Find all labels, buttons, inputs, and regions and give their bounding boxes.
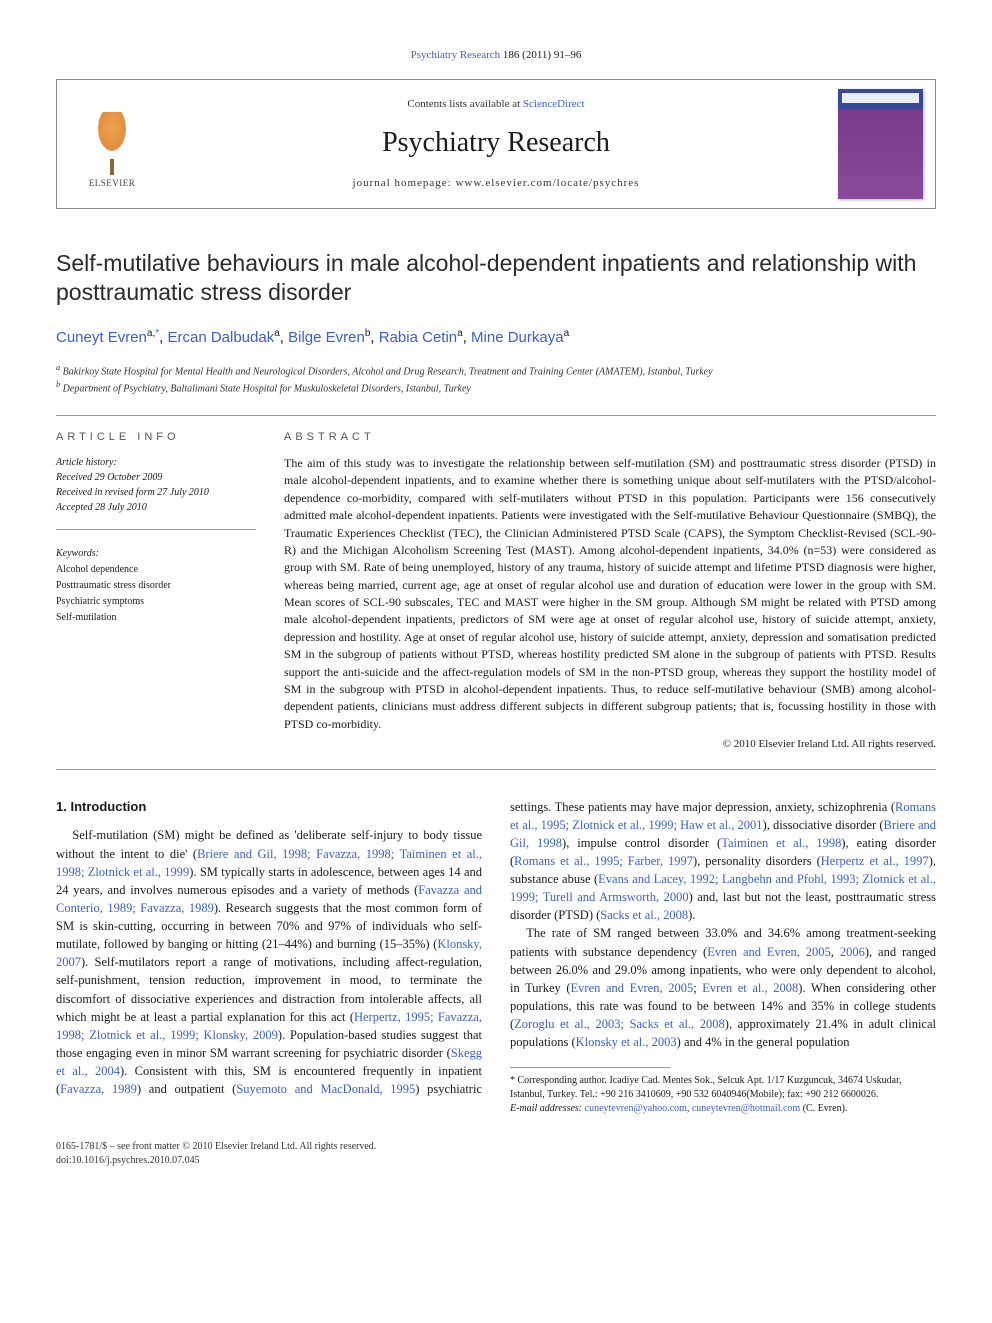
header-center: Contents lists available at ScienceDirec…	[167, 80, 825, 208]
contents-prefix: Contents lists available at	[407, 98, 522, 110]
journal-title: Psychiatry Research	[382, 123, 610, 162]
article-info-heading: ARTICLE INFO	[56, 430, 256, 445]
top-citation-journal-link[interactable]: Psychiatry Research	[411, 49, 501, 61]
affiliation-line: a Bakirkoy State Hospital for Mental Hea…	[56, 362, 936, 379]
section-heading-intro: 1. Introduction	[56, 798, 482, 817]
journal-homepage-line: journal homepage: www.elsevier.com/locat…	[353, 176, 640, 191]
top-citation: Psychiatry Research 186 (2011) 91–96	[56, 48, 936, 63]
citation-link[interactable]: Evren and Evren, 2005	[707, 945, 831, 959]
body-paragraph: The rate of SM ranged between 33.0% and …	[510, 924, 936, 1051]
author-link[interactable]: Bilge Evren	[288, 329, 365, 346]
citation-link[interactable]: Sacks et al., 2008	[600, 908, 688, 922]
keywords-block: Keywords: Alcohol dependence Posttraumat…	[56, 546, 256, 626]
publisher-name: ELSEVIER	[89, 177, 136, 190]
contents-list-line: Contents lists available at ScienceDirec…	[407, 97, 584, 112]
elsevier-logo: ELSEVIER	[77, 99, 147, 189]
abstract-copyright: © 2010 Elsevier Ireland Ltd. All rights …	[284, 737, 936, 752]
sciencedirect-link[interactable]: ScienceDirect	[523, 98, 585, 110]
author-aff-marker: a,*	[147, 328, 159, 339]
divider	[56, 769, 936, 770]
footnote-block: * Corresponding author. Icadiye Cad. Men…	[510, 1067, 936, 1116]
front-matter-line: 0165-1781/$ – see front matter © 2010 El…	[56, 1140, 376, 1154]
journal-cover-cell	[825, 80, 935, 208]
keywords-label: Keywords:	[56, 546, 256, 562]
citation-link[interactable]: Taiminen et al., 1998	[721, 836, 841, 850]
divider	[56, 415, 936, 416]
abstract-column: ABSTRACT The aim of this study was to in…	[284, 430, 936, 753]
history-revised: Received in revised form 27 July 2010	[56, 485, 256, 500]
bottom-matter: 0165-1781/$ – see front matter © 2010 El…	[56, 1140, 936, 1168]
history-accepted: Accepted 28 July 2010	[56, 500, 256, 515]
doi-line: doi:10.1016/j.psychres.2010.07.045	[56, 1154, 376, 1168]
email-link[interactable]: cuneytevren@hotmail.com	[692, 1103, 800, 1114]
keyword-item: Alcohol dependence	[56, 562, 256, 578]
journal-cover-thumbnail	[838, 89, 923, 199]
citation-link[interactable]: 1999; Klonsky, 2009	[170, 1028, 278, 1042]
keyword-item: Posttraumatic stress disorder	[56, 578, 256, 594]
author-aff-marker: a	[274, 328, 280, 339]
author-aff-marker: b	[365, 328, 371, 339]
citation-link[interactable]: Evren and Evren, 2005	[571, 981, 694, 995]
article-info-column: ARTICLE INFO Article history: Received 2…	[56, 430, 256, 753]
footnote-divider	[510, 1067, 670, 1068]
citation-link[interactable]: Romans et al., 1995; Farber, 1997	[514, 854, 693, 868]
author-aff-marker: a	[564, 328, 570, 339]
author-link[interactable]: Ercan Dalbudak	[167, 329, 274, 346]
citation-link[interactable]: Favazza, 1989	[60, 1082, 137, 1096]
affiliation-line: b Department of Psychiatry, Baltalimani …	[56, 379, 936, 396]
authors-line: Cuneyt Evrena,*, Ercan Dalbudaka, Bilge …	[56, 327, 936, 348]
author-link[interactable]: Mine Durkaya	[471, 329, 564, 346]
corresponding-author-footnote: * Corresponding author. Icadiye Cad. Men…	[510, 1074, 936, 1102]
body-columns: 1. Introduction Self-mutilation (SM) mig…	[56, 798, 936, 1117]
keyword-item: Psychiatric symptoms	[56, 594, 256, 610]
article-title: Self-mutilative behaviours in male alcoh…	[56, 249, 936, 307]
author-link[interactable]: Cuneyt Evren	[56, 329, 147, 346]
publisher-logo-cell: ELSEVIER	[57, 80, 167, 208]
citation-link[interactable]: 2006	[840, 945, 865, 959]
article-history-block: Article history: Received 29 October 200…	[56, 455, 256, 530]
affiliations: a Bakirkoy State Hospital for Mental Hea…	[56, 362, 936, 397]
citation-link[interactable]: Klonsky et al., 2003	[576, 1035, 677, 1049]
email-link[interactable]: cuneytevren@yahoo.com	[585, 1103, 687, 1114]
author-aff-marker: a	[457, 328, 463, 339]
citation-link[interactable]: Herpertz et al., 1997	[821, 854, 929, 868]
homepage-url: www.elsevier.com/locate/psychres	[455, 177, 639, 189]
citation-link[interactable]: Zoroglu et al., 2003; Sacks et al., 2008	[514, 1017, 725, 1031]
journal-header-box: ELSEVIER Contents lists available at Sci…	[56, 79, 936, 209]
abstract-heading: ABSTRACT	[284, 430, 936, 445]
citation-link[interactable]: Evren et al., 2008	[702, 981, 798, 995]
corresponding-marker-link[interactable]: *	[155, 328, 159, 339]
keyword-item: Self-mutilation	[56, 610, 256, 626]
homepage-prefix: journal homepage:	[353, 177, 456, 189]
history-received: Received 29 October 2009	[56, 470, 256, 485]
history-label: Article history:	[56, 455, 256, 470]
top-citation-text: 186 (2011) 91–96	[503, 49, 581, 61]
email-footnote: E-mail addresses: cuneytevren@yahoo.com,…	[510, 1102, 936, 1116]
author-link[interactable]: Rabia Cetin	[379, 329, 457, 346]
citation-link[interactable]: Suyemoto and MacDonald, 1995	[236, 1082, 415, 1096]
abstract-text: The aim of this study was to investigate…	[284, 455, 936, 733]
elsevier-tree-icon	[88, 112, 136, 167]
